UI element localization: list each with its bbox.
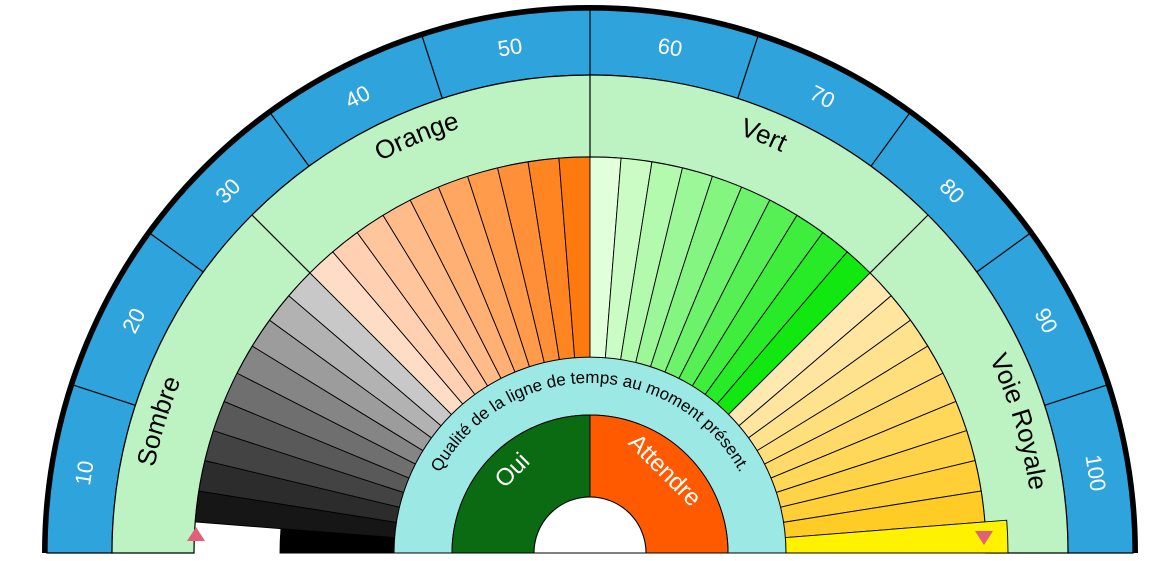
scale-divider xyxy=(1044,384,1107,406)
triangle-down-icon xyxy=(975,531,993,545)
scale-label: 10 xyxy=(70,459,99,487)
scale-divider xyxy=(73,384,136,406)
segment-ring xyxy=(194,156,1009,554)
scale-divider xyxy=(870,113,910,167)
scale-label: 100 xyxy=(1080,453,1110,493)
category-divider xyxy=(251,214,311,274)
scale-divider xyxy=(270,113,310,167)
scale-label: 50 xyxy=(496,33,524,62)
scale-divider xyxy=(421,36,443,99)
scale-divider xyxy=(976,233,1030,273)
decision-ring xyxy=(451,414,729,554)
scale-divider xyxy=(737,36,759,99)
center-hole xyxy=(533,496,647,554)
scale-divider xyxy=(150,233,204,273)
category-divider xyxy=(869,214,929,274)
triangle-up-icon xyxy=(187,527,205,541)
scale-label: 60 xyxy=(656,33,684,62)
